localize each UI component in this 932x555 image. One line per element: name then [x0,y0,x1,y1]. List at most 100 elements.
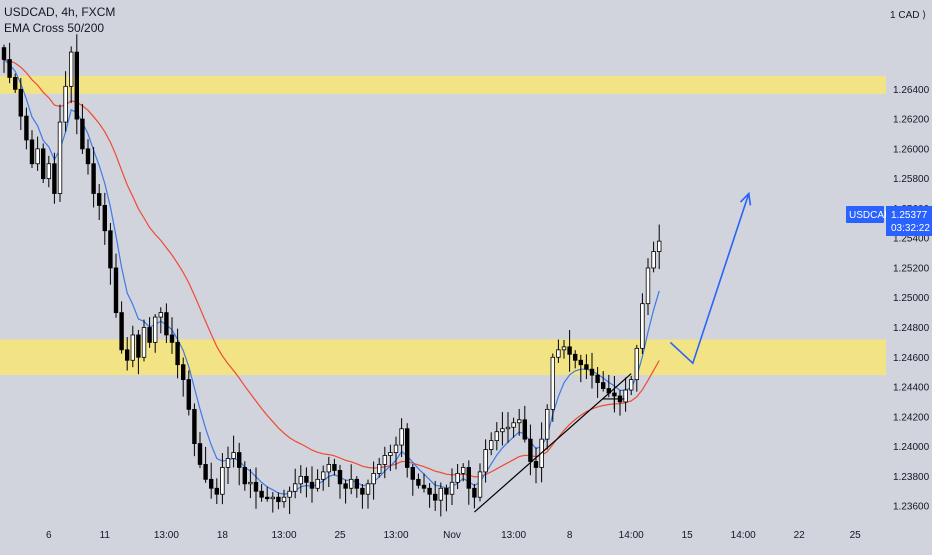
candle-down[interactable] [444,487,449,495]
candle-down[interactable] [180,364,186,381]
candle-up[interactable] [449,481,455,495]
candle-up[interactable] [371,472,376,485]
candle-down[interactable] [197,443,203,465]
candle-down[interactable] [208,478,214,489]
candle-up[interactable] [645,267,651,305]
candle-up[interactable] [315,478,320,489]
candle-down[interactable] [175,341,180,366]
candle-down[interactable] [136,334,141,358]
candle-down[interactable] [584,364,589,370]
candle-up[interactable] [35,148,40,165]
candle-down[interactable] [276,496,281,503]
candle-down[interactable] [192,408,197,445]
candle-down[interactable] [259,490,264,498]
ema-200-line[interactable] [3,58,660,478]
candle-down[interactable] [52,163,57,194]
candle-down[interactable] [102,205,107,232]
candle-down[interactable] [18,88,23,117]
candle-down[interactable] [404,428,410,468]
candle-down[interactable] [360,487,365,495]
candle-up[interactable] [651,251,656,269]
time-axis[interactable]: 6 11 13:00 18 13:00 25 13:00 Nov 13:00 8 14:00 15 14… [46,530,861,541]
candle-down[interactable] [309,481,315,489]
candle-down[interactable] [119,312,124,351]
candle-down[interactable] [337,470,343,485]
candle-up[interactable] [57,121,63,194]
candle-down[interactable] [264,496,270,500]
candle-down[interactable] [354,478,359,489]
candle-up[interactable] [505,426,511,430]
candle-up[interactable] [460,467,466,474]
candle-down[interactable] [7,59,12,78]
candle-down[interactable] [253,481,259,492]
candle-up[interactable] [248,481,253,485]
candle-up[interactable] [517,419,522,424]
candle-down[interactable] [91,163,96,194]
candle-up[interactable] [500,428,505,433]
candle-up[interactable] [511,422,516,428]
candle-up[interactable] [545,408,550,440]
candle-up[interactable] [388,452,393,456]
indicator-line[interactable]: EMA Cross 50/200 [4,21,105,35]
candle-up[interactable] [141,327,147,358]
candle-up[interactable] [455,472,460,483]
candle-down[interactable] [80,118,85,150]
candle-up[interactable] [365,483,371,495]
chart-legend[interactable]: USDCAD, 4h, FXCM EMA Cross 50/200 [4,4,115,36]
candles-layer[interactable] [1,34,662,517]
candle-up[interactable] [326,464,331,473]
candle-up[interactable] [399,428,404,446]
candle-down[interactable] [236,452,242,468]
supply-demand-zone[interactable] [0,75,886,94]
candle-down[interactable] [466,467,471,489]
candle-up[interactable] [63,85,68,123]
candle-down[interactable] [427,487,432,495]
candle-down[interactable] [29,139,35,165]
candle-down[interactable] [573,353,578,361]
candle-down[interactable] [74,51,79,120]
candle-up[interactable] [46,163,51,180]
candle-down[interactable] [186,379,191,410]
drawings-layer[interactable] [474,191,752,513]
candle-up[interactable] [556,349,561,358]
candle-up[interactable] [561,346,567,351]
candle-down[interactable] [85,148,91,165]
symbol-line[interactable]: USDCAD, 4h, FXCM [4,5,116,19]
candle-down[interactable] [97,193,102,206]
candle-down[interactable] [164,312,169,336]
candle-up[interactable] [488,440,494,450]
candle-up[interactable] [320,471,326,480]
candle-down[interactable] [113,267,119,314]
candle-up[interactable] [657,240,662,252]
candle-down[interactable] [472,487,477,498]
candle-down[interactable] [421,484,427,489]
candle-up[interactable] [298,475,303,485]
candle-down[interactable] [12,77,18,90]
candle-down[interactable] [567,346,572,355]
candle-up[interactable] [634,347,639,381]
candle-down[interactable] [41,148,46,180]
candle-down[interactable] [332,464,337,471]
candle-down[interactable] [528,438,533,462]
candle-down[interactable] [533,461,539,468]
candle-up[interactable] [629,379,634,391]
candle-down[interactable] [214,487,219,495]
candle-up[interactable] [623,389,628,403]
candle-down[interactable] [416,478,421,486]
candle-down[interactable] [432,493,438,501]
candle-down[interactable] [601,382,606,389]
candle-up[interactable] [348,478,354,489]
candle-down[interactable] [1,47,7,60]
candle-down[interactable] [242,467,247,485]
candle-up[interactable] [376,464,382,474]
candle-up[interactable] [550,356,555,410]
candle-down[interactable] [589,368,595,376]
ema-50-line[interactable] [3,59,660,495]
candle-up[interactable] [483,449,488,473]
candle-down[interactable] [147,327,152,343]
candle-up[interactable] [158,312,163,318]
candle-up[interactable] [393,444,399,453]
candle-up[interactable] [287,490,292,498]
projection-arrow[interactable] [669,193,750,365]
